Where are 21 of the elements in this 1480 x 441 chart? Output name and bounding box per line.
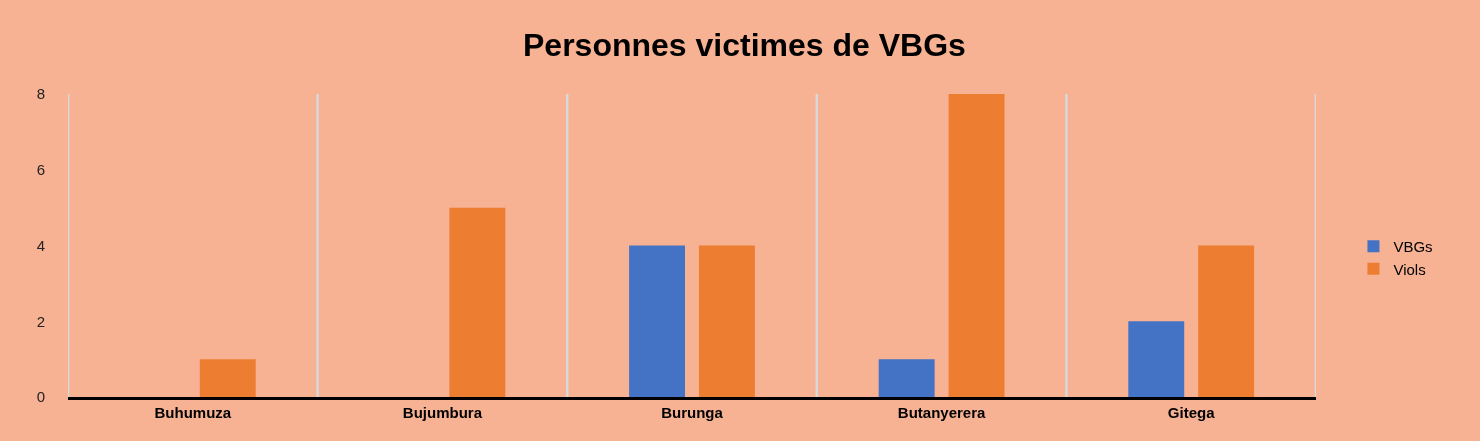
bar xyxy=(698,245,755,397)
y-tick-label: 0 xyxy=(36,388,45,406)
bar xyxy=(1128,321,1185,397)
legend-label: VBGs xyxy=(1393,238,1433,256)
y-tick-label: 2 xyxy=(36,312,45,330)
chart-title: Personnes victimes de VBGs xyxy=(523,27,966,64)
x-tick-label: Bujumbura xyxy=(402,403,483,421)
legend-label: Viols xyxy=(1393,260,1426,278)
y-tick-label: 6 xyxy=(36,161,45,178)
y-tick-label: 4 xyxy=(36,236,45,254)
x-tick-label: Buhumuza xyxy=(154,403,232,421)
x-tick-label: Burunga xyxy=(661,403,724,421)
bar xyxy=(878,359,935,397)
bar xyxy=(449,207,506,397)
bar xyxy=(948,94,1005,397)
x-tick-label: Butanyerera xyxy=(897,403,987,421)
y-tick-label: 8 xyxy=(36,85,45,103)
bar xyxy=(629,245,686,397)
bar xyxy=(199,359,256,397)
bar xyxy=(1198,245,1255,397)
x-tick-label: Gitega xyxy=(1167,403,1216,421)
